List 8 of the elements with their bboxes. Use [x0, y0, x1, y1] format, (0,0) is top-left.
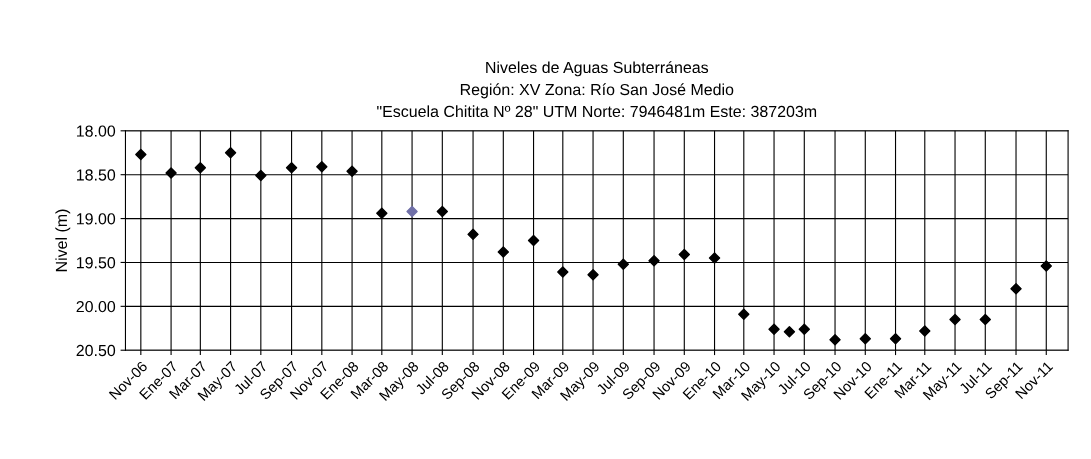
y-tick-label: 20.50: [76, 344, 116, 357]
y-tick-label: 18.50: [77, 169, 116, 181]
y-axis-title: Nivel (m): [55, 209, 71, 272]
y-tick-label: 19.00: [77, 213, 116, 225]
chart-title: Niveles de Aguas Subterráneas Región: XV Zona: Río San José Medio "Escuela Chitita Nº 28" UTM Norte: 7946481m Este: 387203m: [377, 61, 817, 118]
y-tick-label: 19.50: [77, 257, 116, 269]
y-tick-label: 20.00: [76, 300, 116, 313]
y-tick-label: 18.00: [77, 125, 116, 137]
